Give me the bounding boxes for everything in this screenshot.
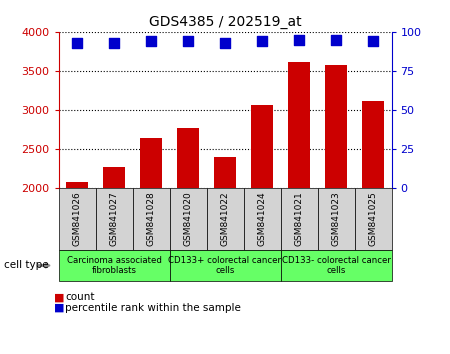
Point	[221, 40, 229, 46]
Text: cell type: cell type	[4, 261, 49, 270]
Point	[184, 38, 192, 44]
Text: GSM841025: GSM841025	[369, 191, 378, 246]
Bar	[362, 101, 384, 343]
Text: GSM841023: GSM841023	[332, 191, 341, 246]
Text: GSM841027: GSM841027	[109, 191, 118, 246]
Text: GSM841022: GSM841022	[220, 191, 230, 246]
Text: percentile rank within the sample: percentile rank within the sample	[65, 303, 241, 313]
Title: GDS4385 / 202519_at: GDS4385 / 202519_at	[148, 16, 302, 29]
Point	[333, 37, 340, 42]
Bar	[325, 64, 347, 343]
Bar	[251, 105, 273, 343]
Bar	[103, 167, 125, 343]
Text: Carcinoma associated
fibroblasts: Carcinoma associated fibroblasts	[67, 256, 162, 275]
Text: CD133+ colorectal cancer
cells: CD133+ colorectal cancer cells	[168, 256, 282, 275]
Point	[148, 38, 155, 44]
Bar	[288, 62, 310, 343]
Bar	[214, 157, 236, 343]
Point	[258, 38, 265, 44]
Text: GSM841026: GSM841026	[72, 191, 81, 246]
Text: count: count	[65, 292, 95, 302]
Text: ■: ■	[54, 303, 64, 313]
Text: CD133- colorectal cancer
cells: CD133- colorectal cancer cells	[282, 256, 391, 275]
Point	[369, 38, 377, 44]
Bar	[66, 182, 88, 343]
Point	[110, 40, 117, 46]
Bar	[177, 128, 199, 343]
Text: ■: ■	[54, 292, 64, 302]
Text: GSM841020: GSM841020	[184, 191, 193, 246]
Point	[73, 40, 81, 46]
Point	[295, 37, 302, 42]
Text: GSM841028: GSM841028	[147, 191, 156, 246]
Text: GSM841024: GSM841024	[257, 191, 266, 246]
Bar	[140, 138, 162, 343]
Text: GSM841021: GSM841021	[294, 191, 303, 246]
